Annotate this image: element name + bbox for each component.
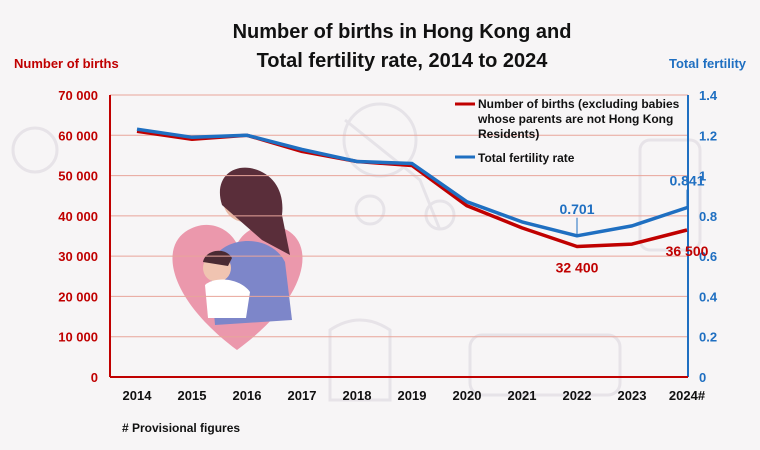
footnote: # Provisional figures bbox=[122, 421, 240, 435]
right-tick-label: 0.6 bbox=[699, 249, 717, 264]
right-tick-label: 0.2 bbox=[699, 330, 717, 345]
legend-births-line-1: Number of births (excluding babies bbox=[478, 97, 680, 111]
data-label: 0.841 bbox=[669, 173, 704, 189]
x-tick-label: 2019 bbox=[398, 388, 427, 403]
x-tick-label: 2021 bbox=[508, 388, 537, 403]
legend: Number of births (excluding babies whose… bbox=[455, 97, 680, 165]
legend-births-line-3: Residents) bbox=[478, 127, 539, 141]
left-tick-label: 30 000 bbox=[58, 249, 98, 264]
right-tick-label: 0.8 bbox=[699, 209, 717, 224]
x-tick-label: 2014 bbox=[123, 388, 153, 403]
fertility-series-line bbox=[136, 127, 688, 238]
left-axis-title: Number of births bbox=[14, 56, 119, 71]
right-tick-label: 0.4 bbox=[699, 289, 718, 304]
baby-items-background bbox=[11, 102, 702, 402]
left-tick-label: 20 000 bbox=[58, 289, 98, 304]
chart-title-line-2: Total fertility rate, 2014 to 2024 bbox=[257, 50, 549, 72]
right-axis-title: Total fertility bbox=[669, 56, 747, 71]
x-tick-label: 2022 bbox=[563, 388, 592, 403]
axes bbox=[109, 95, 689, 378]
x-tick-label: 2016 bbox=[233, 388, 262, 403]
left-tick-label: 10 000 bbox=[58, 330, 98, 345]
right-tick-label: 1.4 bbox=[699, 88, 718, 103]
left-tick-label: 70 000 bbox=[58, 88, 98, 103]
left-tick-label: 50 000 bbox=[58, 169, 98, 184]
chart-title-line-1: Number of births in Hong Kong and bbox=[233, 21, 572, 43]
left-tick-label: 0 bbox=[91, 370, 98, 385]
mother-and-baby-heart-illustration bbox=[172, 167, 303, 350]
x-tick-label: 2020 bbox=[453, 388, 482, 403]
x-tick-label: 2024# bbox=[669, 388, 706, 403]
series-lines bbox=[136, 127, 688, 249]
x-tick-label: 2023 bbox=[618, 388, 647, 403]
x-tick-label: 2017 bbox=[288, 388, 317, 403]
data-label: 0.701 bbox=[559, 201, 594, 217]
tick-labels: 0 10 000 20 000 30 000 40 000 50 000 60 000 70 … bbox=[58, 88, 718, 403]
data-label: 36 500 bbox=[666, 243, 709, 259]
right-tick-label: 0 bbox=[699, 370, 706, 385]
left-tick-label: 60 000 bbox=[58, 128, 98, 143]
data-label: 32 400 bbox=[556, 259, 599, 275]
legend-births-line-2: whose parents are not Hong Kong bbox=[477, 112, 673, 126]
x-tick-label: 2015 bbox=[178, 388, 207, 403]
x-tick-label: 2018 bbox=[343, 388, 372, 403]
left-tick-label: 40 000 bbox=[58, 209, 98, 224]
data-labels: 32 400 36 500 0.701 0.841 bbox=[556, 173, 709, 276]
right-tick-label: 1 bbox=[699, 169, 706, 184]
right-tick-label: 1.2 bbox=[699, 128, 717, 143]
legend-fertility-label: Total fertility rate bbox=[478, 151, 575, 165]
